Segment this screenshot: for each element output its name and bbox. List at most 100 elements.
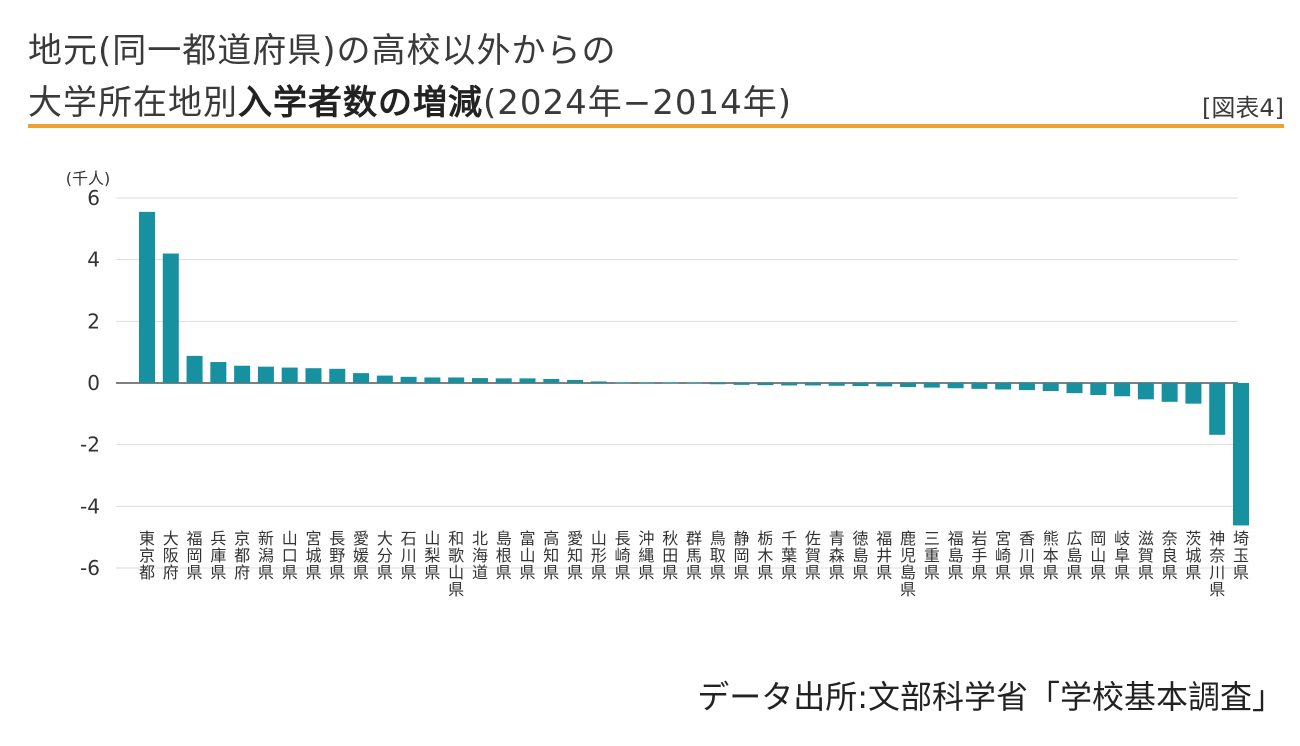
y-tick-label: 0	[87, 371, 100, 395]
bar-chart: 6 4 2 0 -2 -4 -6 (千人) 東京都大阪府福岡県兵庫県京都府新潟県山口県宮城県長野…	[66, 169, 1249, 599]
x-tick-label: 沖縄県	[638, 529, 654, 582]
figure-label: [図表4]	[1202, 94, 1284, 122]
bar	[686, 382, 702, 384]
x-tick-label: 鳥取県	[710, 529, 726, 582]
y-axis-label: (千人)	[66, 169, 111, 188]
chart-title-normal: 大学所在地別	[28, 83, 238, 123]
bar	[257, 366, 274, 383]
bar	[614, 382, 631, 384]
bar	[876, 383, 893, 387]
bar	[947, 383, 964, 389]
x-tick-label: 和歌山県	[448, 529, 464, 599]
x-tick-label: 山梨県	[424, 529, 440, 582]
x-tick-label: 兵庫県	[210, 529, 226, 582]
bar	[923, 383, 940, 388]
bar	[852, 383, 869, 387]
bar	[733, 383, 750, 385]
chart-header: 地元(同一都道府県)の高校以外からの 大学所在地別入学者数の増減(2024年−2…	[28, 24, 1284, 128]
bar	[495, 378, 512, 383]
x-tick-label: 香川県	[1019, 529, 1035, 582]
bar	[1018, 383, 1035, 391]
data-source-note: データ出所:文部科学省「学校基本調査」	[697, 678, 1284, 716]
bar	[234, 365, 251, 383]
x-tick-label: 群馬県	[686, 529, 702, 582]
x-tick-label: 広島県	[1067, 529, 1083, 582]
bar	[376, 375, 393, 383]
x-tick-label: 福岡県	[187, 529, 203, 582]
y-tick-label: -6	[80, 556, 100, 580]
x-tick-label: 青森県	[829, 529, 845, 582]
bar	[1209, 383, 1226, 435]
bar	[448, 377, 465, 383]
x-tick-label: 新潟県	[258, 529, 274, 582]
x-tick-label: 宮崎県	[995, 529, 1011, 582]
bar	[1066, 383, 1083, 394]
bar	[995, 383, 1012, 390]
bar	[424, 377, 441, 383]
bar	[400, 376, 417, 383]
bar	[281, 367, 298, 383]
x-tick-label: 富山県	[520, 529, 536, 582]
x-tick-label: 高知県	[543, 529, 559, 582]
x-tick-label: 神奈川県	[1209, 529, 1225, 599]
x-tick-label: 宮城県	[305, 529, 321, 582]
chart-title-paren: (2024年−2014年)	[483, 83, 793, 123]
bar	[709, 383, 726, 385]
bar	[186, 355, 203, 383]
x-tick-label: 茨城県	[1185, 529, 1201, 582]
x-tick-label: 熊本県	[1043, 529, 1059, 582]
x-tick-label: 福島県	[948, 529, 964, 582]
bar	[1185, 383, 1202, 404]
y-tick-label: 6	[87, 186, 100, 210]
bar	[638, 382, 655, 384]
x-tick-label: 千葉県	[781, 529, 797, 582]
x-tick-label: 東京都	[139, 529, 155, 582]
bar	[757, 383, 774, 386]
y-tick-label: 4	[87, 248, 100, 272]
x-tick-label: 徳島県	[852, 529, 868, 582]
x-tick-label: 岡山県	[1090, 529, 1106, 582]
x-tick-label: 岩手県	[971, 529, 987, 582]
bar	[828, 383, 845, 386]
x-tick-label: 北海道	[472, 529, 488, 582]
x-tick-label: 長野県	[329, 529, 345, 582]
bar	[471, 378, 488, 383]
bar	[329, 368, 346, 383]
x-tick-label: 静岡県	[734, 529, 750, 582]
x-tick-label: 大阪府	[163, 529, 179, 582]
bar	[971, 383, 988, 389]
x-tick-label: 長崎県	[615, 529, 631, 582]
x-tick-label: 埼玉県	[1233, 529, 1249, 582]
chart-title-line-2: 大学所在地別入学者数の増減(2024年−2014年)	[28, 82, 792, 124]
bar	[1137, 383, 1154, 400]
bar	[139, 211, 155, 383]
bar	[353, 373, 370, 383]
x-tick-label: 栃木県	[757, 529, 773, 582]
bar	[1233, 383, 1249, 526]
bar	[519, 378, 536, 383]
x-tick-label: 岐阜県	[1114, 529, 1130, 582]
x-tick-label: 石川県	[401, 529, 417, 582]
x-tick-label: 大分県	[377, 529, 393, 582]
x-tick-label: 福井県	[876, 529, 892, 582]
x-tick-label: 山口県	[282, 529, 298, 582]
bar	[543, 378, 560, 383]
bar	[210, 362, 227, 383]
x-tick-label: 佐賀県	[805, 529, 821, 582]
x-tick-label: 奈良県	[1162, 529, 1178, 582]
y-tick-label: -4	[80, 494, 100, 518]
x-tick-label: 滋賀県	[1138, 529, 1154, 582]
bar	[1114, 383, 1131, 397]
bar	[900, 383, 917, 388]
bar	[1090, 383, 1107, 396]
x-tick-label: 愛媛県	[353, 529, 369, 582]
x-tick-label: 愛知県	[567, 529, 583, 582]
y-tick-label: 2	[87, 309, 100, 333]
x-tick-label: 三重県	[924, 529, 940, 582]
x-tick-label: 京都府	[234, 529, 250, 582]
x-tick-label: 島根県	[496, 529, 512, 582]
x-tick-label: 鹿児島県	[900, 529, 916, 599]
y-tick-label: -2	[80, 433, 100, 457]
bar	[1161, 383, 1178, 402]
bar	[804, 383, 821, 386]
